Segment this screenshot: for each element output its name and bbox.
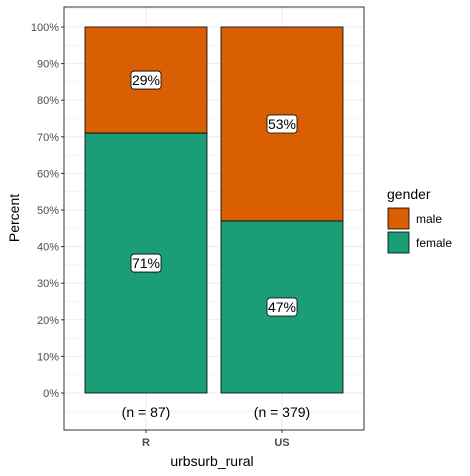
percent-label: 53%: [268, 116, 296, 132]
percent-label-box: [130, 253, 162, 273]
y-tick-label: 80%: [37, 95, 59, 107]
x-tick-label: US: [274, 437, 289, 449]
y-tick-label: 70%: [37, 132, 59, 144]
x-axis-ticks: R US: [142, 430, 290, 449]
legend-label-male: male: [416, 212, 442, 226]
y-tick-label: 50%: [37, 205, 59, 217]
y-tick-label: 10%: [37, 351, 59, 363]
y-axis-title: Percent: [6, 194, 22, 242]
legend-key-female: [387, 231, 410, 254]
percent-label-box: [130, 70, 162, 90]
y-tick-label: 20%: [37, 315, 59, 327]
sample-size-labels: (n = 87) (n = 379): [122, 404, 311, 420]
legend-title: gender: [387, 186, 431, 202]
sample-size-label: (n = 87): [122, 404, 171, 420]
percent-label-box: [266, 114, 298, 134]
legend-key-male: [387, 207, 410, 230]
x-axis-title: urbsurb_rural: [170, 453, 253, 469]
y-tick-label: 100%: [31, 22, 59, 34]
y-tick-label: 30%: [37, 278, 59, 290]
panel-border: [63, 6, 365, 431]
percent-label-box: [266, 297, 298, 317]
sample-size-label: (n = 379): [254, 404, 310, 420]
percent-label: 71%: [132, 255, 160, 271]
legend: gender male female: [387, 186, 452, 254]
percent-label: 29%: [132, 72, 160, 88]
bars: [84, 26, 344, 394]
y-tick-label: 90%: [37, 59, 59, 71]
y-tick-label: 0%: [43, 388, 59, 400]
x-tick-label: R: [142, 437, 150, 449]
percent-labels: 29% 71% 53% 47%: [130, 70, 298, 317]
y-tick-label: 40%: [37, 242, 59, 254]
y-tick-label: 60%: [37, 168, 59, 180]
legend-label-female: female: [416, 236, 452, 250]
y-axis-ticks: 0% 10% 20% 30% 40% 50% 60% 70% 80% 90% 100%: [31, 22, 64, 400]
percent-label: 47%: [268, 299, 296, 315]
